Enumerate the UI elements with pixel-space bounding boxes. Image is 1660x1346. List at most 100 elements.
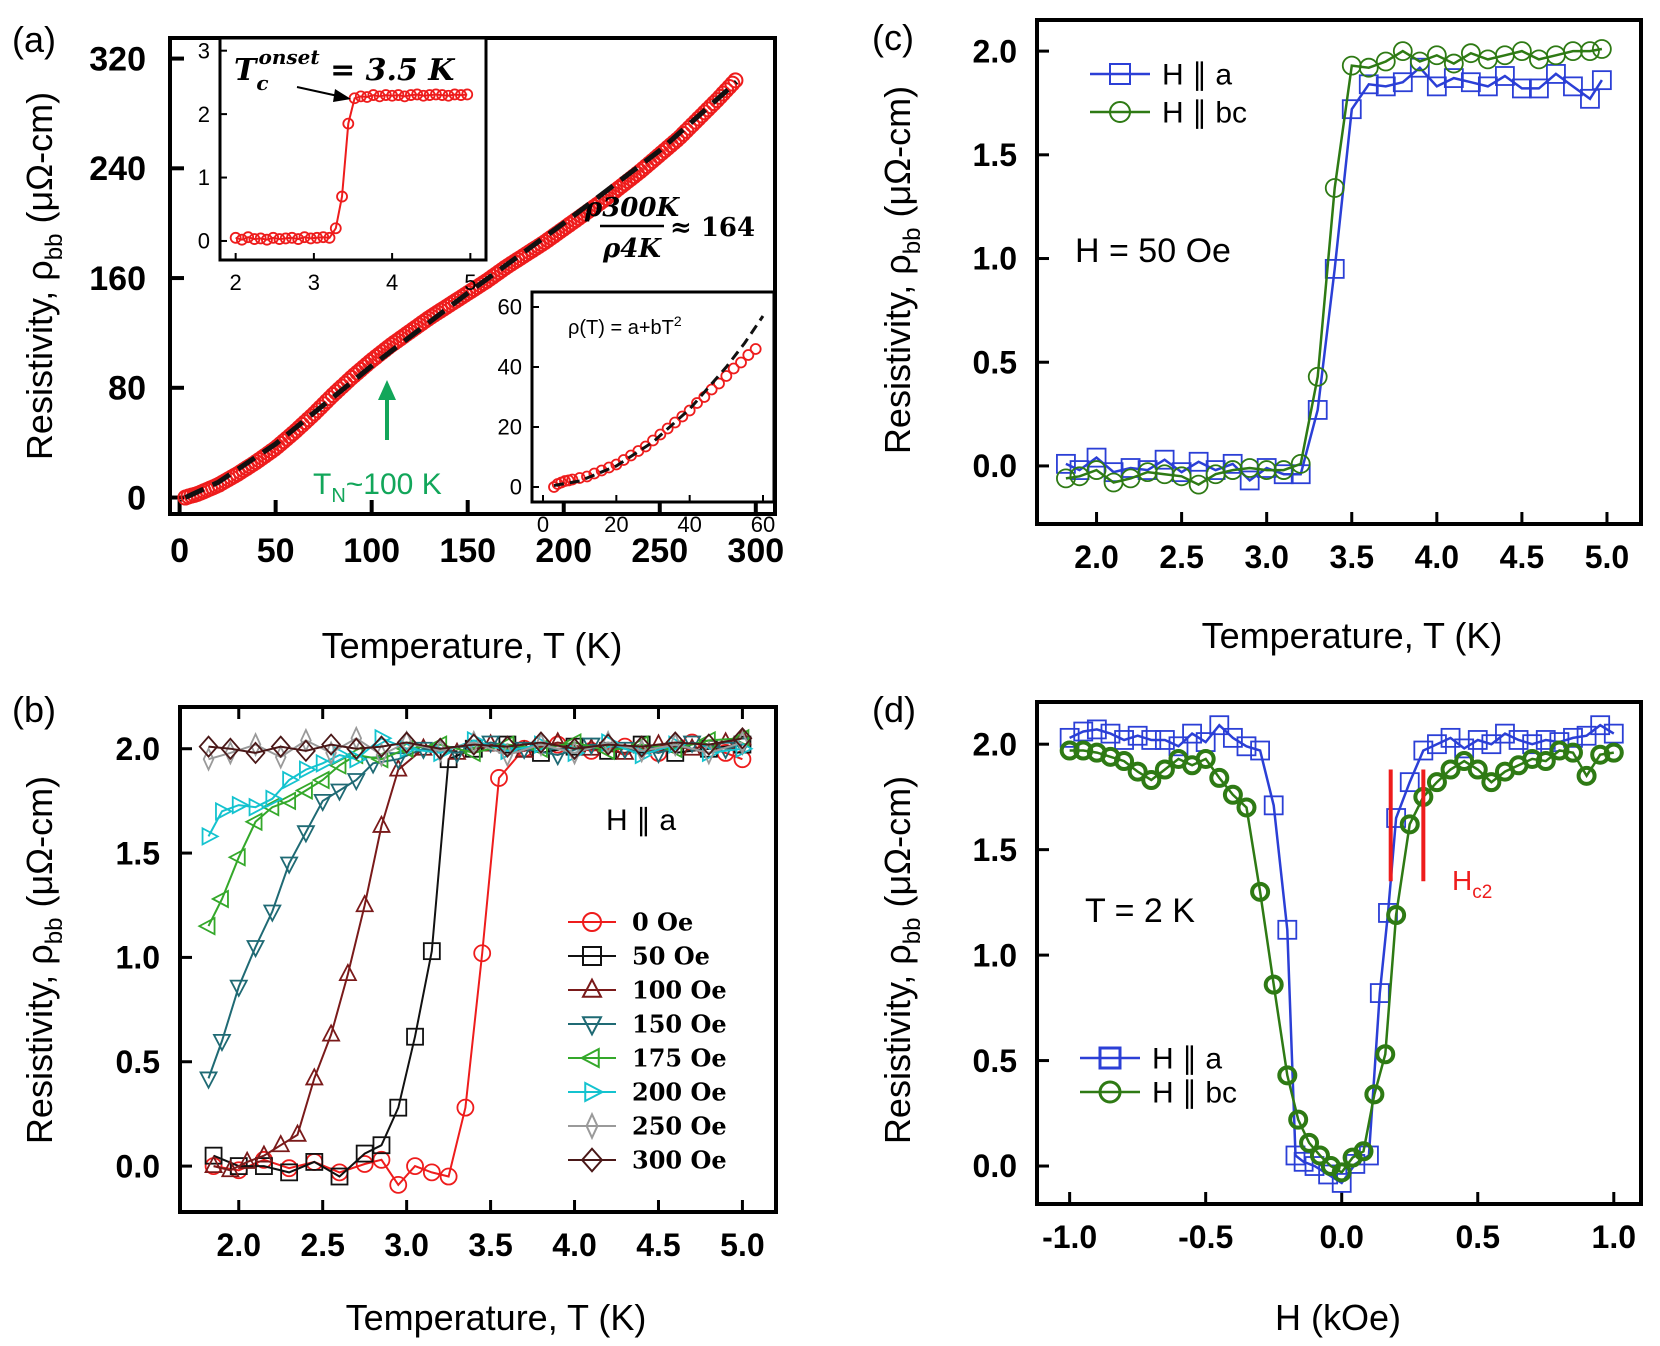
- series-point: [490, 769, 508, 787]
- legend-label: 150 Oe: [632, 1009, 727, 1038]
- series-point: [1358, 57, 1379, 78]
- series-point: [1154, 449, 1175, 470]
- series-point: [249, 732, 262, 758]
- series-point: [703, 740, 715, 766]
- x-tick-label: 2.0: [217, 1227, 261, 1263]
- inset-tc-point: [242, 231, 255, 244]
- legend-label: H ∥ a: [1162, 59, 1232, 92]
- series-point-a: [1236, 736, 1257, 757]
- inset-tc-point: [373, 90, 386, 103]
- series-point-bc: [1059, 740, 1080, 761]
- y-tick-label: 2.0: [973, 726, 1017, 762]
- series-point: [501, 742, 514, 768]
- legend-marker: [582, 946, 602, 966]
- panel-a-marks: [177, 72, 744, 506]
- inset-tc-point: [392, 89, 405, 101]
- series-line-bc: [1069, 749, 1614, 1175]
- x-tick-label: 3.5: [1330, 539, 1374, 575]
- series-point: [1563, 76, 1583, 97]
- series-point: [220, 737, 241, 761]
- series-point: [245, 741, 266, 765]
- legend-label: 0 Oe: [632, 907, 693, 936]
- series-point: [202, 746, 215, 772]
- series-point: [1591, 70, 1612, 91]
- y-tick-label: 0: [198, 229, 210, 254]
- series-point-bc: [1481, 772, 1502, 793]
- x-tick-label: 4.0: [1415, 539, 1459, 575]
- series-point: [311, 770, 330, 790]
- series-point-a: [1563, 727, 1583, 748]
- legend-marker: [579, 1047, 600, 1069]
- panel-c-ylabel: Resistivity, ρbb (μΩ-cm): [877, 86, 926, 454]
- y-tick-label: 2.0: [973, 33, 1017, 69]
- panel-a-label: (a): [12, 19, 56, 60]
- inset-fit-point: [749, 343, 762, 355]
- inset-tc-point: [292, 233, 305, 245]
- series-point-a: [1154, 730, 1175, 750]
- series-point: [1256, 460, 1277, 480]
- series-point-bc: [1331, 1162, 1352, 1183]
- series-point: [332, 745, 351, 765]
- inset-tc-point: [336, 190, 348, 203]
- panel-d-label: (d): [872, 689, 916, 730]
- series-point: [1307, 366, 1328, 387]
- panel-c-label: (c): [872, 17, 914, 58]
- y-tick-label: 1.5: [973, 137, 1017, 173]
- series-point-bc: [1522, 748, 1543, 769]
- series-point: [1426, 45, 1447, 66]
- inset-tc-point: [311, 231, 323, 244]
- series-point: [220, 1159, 240, 1178]
- y-tick-label: 1.5: [116, 835, 160, 871]
- x-tick-label: 20: [604, 512, 628, 537]
- inset-tc-title: Tconset = 3.5 K: [234, 45, 456, 95]
- y-tick-label: 3: [198, 38, 210, 63]
- series-point: [330, 1167, 349, 1186]
- series-line: [1065, 65, 1603, 483]
- series-point: [1392, 72, 1413, 93]
- inset-tc-point: [329, 222, 342, 235]
- panel-d-marks: [1059, 715, 1624, 1193]
- inset-tc-point: [417, 89, 430, 102]
- y-tick-label: 80: [108, 370, 146, 408]
- series-point-bc: [1440, 759, 1461, 780]
- series-point-bc: [1073, 740, 1094, 761]
- inset-fit-frame: [530, 290, 776, 504]
- panel-c-xlabel: Temperature, T (K): [1202, 615, 1503, 656]
- inset-fit-point: [683, 404, 696, 417]
- series-point-a: [1467, 730, 1488, 750]
- x-tick-label: 0.0: [1319, 1219, 1363, 1255]
- series-line: [1065, 47, 1603, 487]
- inset-tc-point: [279, 232, 292, 245]
- x-tick-label: 4.5: [1500, 539, 1544, 575]
- series-point-bc: [1299, 1132, 1320, 1153]
- y-tick-label: 2: [198, 102, 210, 127]
- inset-tc-point: [423, 89, 436, 101]
- legend-label: H ∥ bc: [1162, 97, 1247, 130]
- inset-tc-point: [430, 88, 442, 101]
- series-point-bc: [1535, 751, 1556, 772]
- inset-tc-point: [461, 88, 474, 101]
- series-point: [246, 940, 266, 959]
- series-point-bc: [1353, 1141, 1374, 1162]
- x-tick-label: 60: [751, 512, 775, 537]
- series-point: [270, 735, 291, 759]
- legend-label: 250 Oe: [632, 1111, 727, 1140]
- y-tick-label: 0.5: [973, 344, 1017, 380]
- series-line-200-Oe: [207, 737, 743, 837]
- panel-c-legend: H ∥ a H ∥ bc: [1090, 59, 1247, 130]
- series-point: [596, 741, 616, 761]
- inset-fit-point: [676, 410, 689, 423]
- series-point-a: [1481, 734, 1502, 755]
- series-point: [280, 1163, 299, 1182]
- x-tick-label: 5: [464, 270, 476, 295]
- series-point-a: [1114, 730, 1134, 750]
- series-point-bc: [1375, 1044, 1396, 1065]
- ratio-numerator: ρ300K: [584, 193, 681, 223]
- series-point-bc: [1549, 740, 1570, 761]
- series-point-bc: [1209, 767, 1230, 788]
- x-tick-label: 200: [535, 532, 592, 570]
- series-point: [346, 737, 367, 761]
- series-point: [371, 735, 392, 759]
- panel-b-legend: 0 Oe 50 Oe 100 Oe 150 Oe 175 Oe 200 Oe 250 Oe 3…: [568, 907, 727, 1174]
- y-tick-label: 2.0: [116, 731, 160, 767]
